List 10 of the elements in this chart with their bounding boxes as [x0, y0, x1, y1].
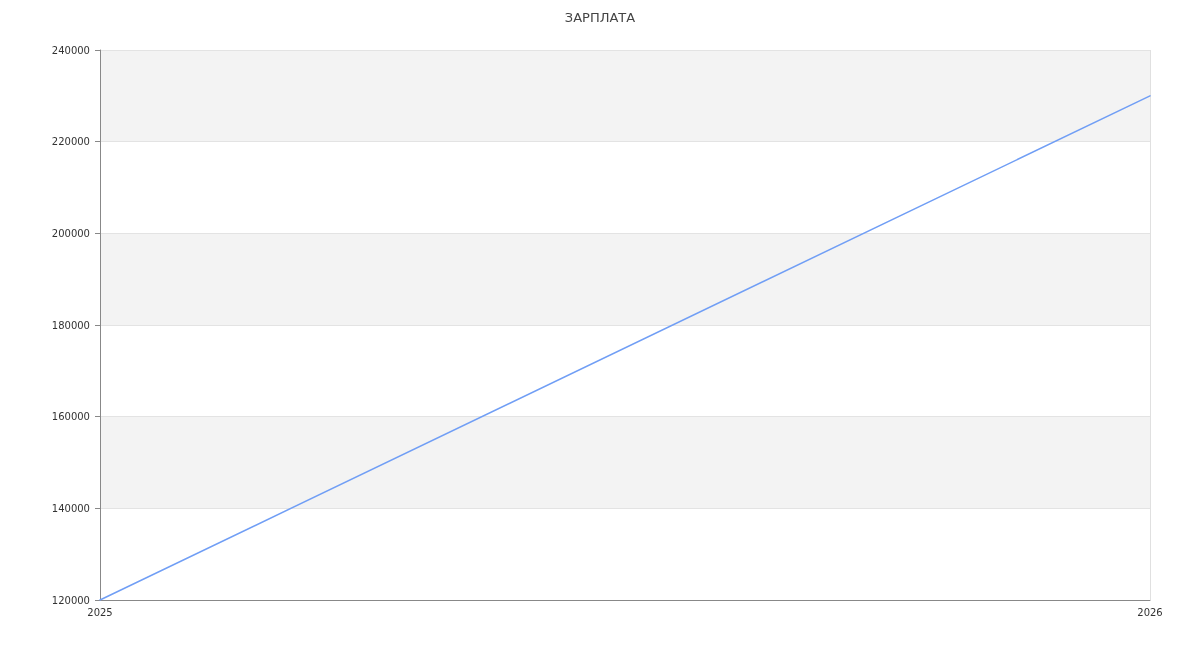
y-tick-label: 120000 [51, 594, 90, 606]
x-tick-label: 2025 [87, 606, 113, 618]
y-tick-label: 220000 [51, 136, 90, 148]
y-tick-label: 180000 [51, 319, 90, 331]
x-tick-label: 2026 [1137, 606, 1163, 618]
chart-title: ЗАРПЛАТА [564, 10, 636, 25]
y-tick-label: 140000 [51, 502, 90, 514]
y-tick-label: 240000 [51, 44, 90, 56]
y-tick-label: 160000 [51, 411, 90, 423]
y-tick-label: 200000 [51, 227, 90, 239]
